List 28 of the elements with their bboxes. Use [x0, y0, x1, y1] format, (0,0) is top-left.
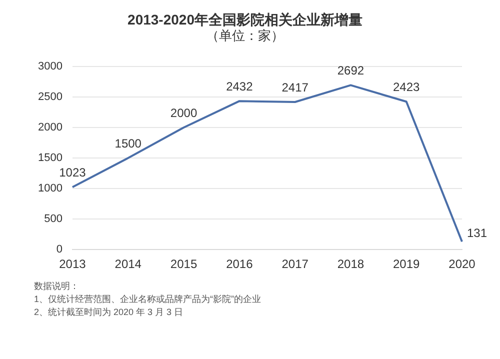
data-label: 2423: [393, 80, 420, 94]
x-tick-label: 2019: [393, 257, 420, 272]
y-tick-label: 2500: [38, 90, 62, 103]
data-label: 2000: [170, 106, 198, 120]
data-label: 2417: [282, 80, 309, 94]
y-tick-label: 0: [56, 244, 62, 256]
x-tick-label: 2020: [448, 257, 476, 272]
data-label: 1023: [59, 165, 86, 180]
y-tick-label: 500: [44, 213, 62, 226]
y-tick-label: 3000: [38, 60, 62, 72]
data-label: 2692: [337, 64, 364, 78]
text: 2、统计截至时间为 2020 年 3 月 3 日: [34, 306, 184, 319]
y-tick-label: 1000: [38, 182, 62, 195]
data-label: 131: [467, 226, 488, 240]
chart-subtitle: （单位：家）: [206, 28, 284, 44]
text: 1、仅统计经营范围、企业名称或品牌产品为“影院”的企业: [34, 293, 262, 306]
text: 数据说明：: [34, 280, 80, 293]
chart-title: 2013-2020年全国影院相关企业新增量: [128, 11, 362, 28]
x-tick-label: 2014: [114, 257, 142, 272]
y-tick-label: 2000: [38, 122, 62, 134]
x-tick-label: 2016: [226, 257, 254, 272]
data-label: 2432: [226, 79, 254, 94]
x-tick-label: 2013: [59, 257, 86, 272]
data-label: 1500: [114, 136, 142, 150]
x-tick-label: 2018: [337, 257, 364, 272]
y-tick-label: 1500: [38, 152, 62, 164]
x-tick-label: 2015: [170, 257, 198, 272]
x-tick-label: 2017: [282, 257, 309, 272]
